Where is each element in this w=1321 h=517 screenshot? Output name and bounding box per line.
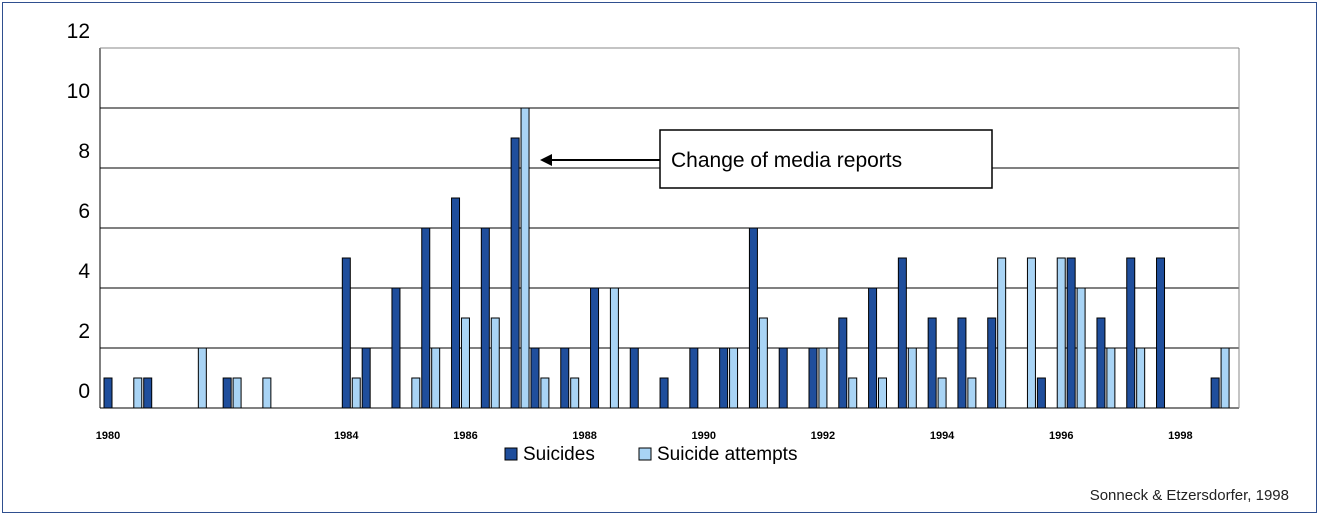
annotation: Change of media reports	[540, 129, 993, 189]
y-tick-label: 10	[67, 80, 90, 103]
bar	[1210, 377, 1220, 409]
bar	[540, 377, 550, 409]
bar	[1136, 347, 1146, 409]
bar	[1156, 257, 1166, 409]
bar	[778, 347, 788, 409]
legend-label: Suicides	[523, 444, 595, 465]
bar	[1096, 317, 1106, 409]
bar	[848, 377, 858, 409]
y-tick-label: 8	[78, 140, 90, 163]
bar	[143, 377, 153, 409]
bar	[133, 377, 143, 409]
legend-swatch	[638, 447, 652, 461]
bar	[1220, 347, 1230, 409]
bar	[222, 377, 232, 409]
y-axis-ticks: 0 2 4 6 8 10 12	[67, 20, 91, 403]
bar	[480, 227, 490, 409]
x-axis-ticks: 1980 1984 1986 1988 1990 1992 1994 1996 1998	[96, 430, 1193, 442]
bar	[1066, 257, 1076, 409]
bar	[729, 347, 739, 409]
bar	[431, 347, 441, 409]
bar	[560, 347, 570, 409]
bar	[878, 377, 888, 409]
y-tick-label: 12	[67, 20, 90, 43]
x-tick-label: 1980	[96, 430, 120, 442]
bar	[391, 287, 401, 409]
legend-swatch	[504, 447, 518, 461]
bar	[1026, 257, 1036, 409]
x-tick-label: 1988	[572, 430, 596, 442]
bar	[1106, 347, 1116, 409]
x-tick-label: 1984	[334, 430, 359, 442]
bar	[838, 317, 848, 409]
x-tick-label: 1986	[453, 430, 477, 442]
bar	[997, 257, 1007, 409]
bar	[520, 107, 530, 409]
bar	[748, 227, 758, 409]
bar	[1076, 287, 1086, 409]
bar	[341, 257, 351, 409]
bar	[1126, 257, 1136, 409]
bar	[361, 347, 371, 409]
bar	[659, 377, 669, 409]
bar	[262, 377, 272, 409]
bar	[197, 347, 207, 409]
x-tick-label: 1998	[1168, 430, 1192, 442]
bar	[689, 347, 699, 409]
bar	[987, 317, 997, 409]
y-tick-label: 2	[78, 320, 90, 343]
annotation-arrow-head	[540, 154, 553, 166]
bar	[510, 137, 520, 409]
bar	[590, 287, 600, 409]
bar	[758, 317, 768, 409]
legend: Suicides Suicide attempts	[504, 444, 797, 465]
bar	[1056, 257, 1066, 409]
bar	[808, 347, 818, 409]
x-tick-label: 1996	[1049, 430, 1073, 442]
bar	[490, 317, 500, 409]
bar	[451, 197, 461, 409]
bar	[530, 347, 540, 409]
bar	[927, 317, 937, 409]
x-tick-label: 1992	[811, 430, 835, 442]
bar	[897, 257, 907, 409]
legend-label: Suicide attempts	[657, 444, 797, 465]
bar	[411, 377, 421, 409]
bar	[609, 287, 619, 409]
x-tick-label: 1990	[692, 430, 716, 442]
bar	[570, 377, 580, 409]
y-tick-label: 6	[78, 200, 90, 223]
bar	[421, 227, 431, 409]
bar	[629, 347, 639, 409]
x-tick-label: 1994	[930, 430, 955, 442]
bar	[957, 317, 967, 409]
bar	[103, 377, 113, 409]
bar	[907, 347, 917, 409]
source-note: Sonneck & Etzersdorfer, 1998	[1089, 487, 1289, 504]
bar	[719, 347, 729, 409]
bar	[1036, 377, 1046, 409]
bar	[232, 377, 242, 409]
grid-lines	[99, 47, 1240, 409]
bar	[868, 287, 878, 409]
bar	[351, 377, 361, 409]
annotation-text: Change of media reports	[671, 149, 902, 172]
bar	[460, 317, 470, 409]
bars	[103, 107, 1230, 409]
bar	[967, 377, 977, 409]
y-tick-label: 0	[78, 380, 90, 403]
bar	[818, 347, 828, 409]
bar	[937, 377, 947, 409]
y-tick-label: 4	[78, 260, 90, 283]
